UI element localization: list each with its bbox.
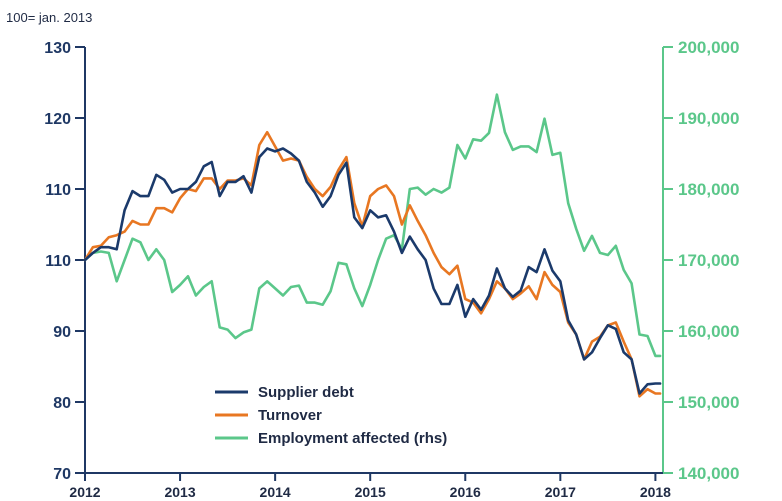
x-tick-label: 2014 — [260, 484, 291, 500]
left-tick-label: 130 — [44, 40, 71, 57]
legend-label: Turnover — [258, 407, 322, 424]
x-tick-label: 2012 — [69, 484, 100, 500]
unit-note: 100= jan. 2013 — [6, 10, 92, 25]
x-tick-label: 2015 — [355, 484, 386, 500]
series-line-turnover — [83, 130, 662, 398]
series-line-supplier-debt — [83, 147, 662, 395]
left-tick-label: 80 — [53, 395, 71, 412]
right-tick-label: 200,000 — [678, 38, 739, 57]
legend: Supplier debt Turnover Employment affected… — [215, 384, 447, 447]
left-tick-label: 90 — [53, 324, 71, 341]
x-tick-label: 2013 — [164, 484, 195, 500]
axes: 70 80 90 110 110 120 130 140,000 150,000 160,000 1… — [44, 38, 739, 500]
x-tick-label: 2018 — [640, 484, 671, 500]
right-tick-label: 180,000 — [678, 180, 739, 199]
left-tick-label: 70 — [53, 466, 71, 483]
right-tick-label: 160,000 — [678, 322, 739, 341]
x-tick-label: 2017 — [545, 484, 576, 500]
series-line-employment-affected-rhs — [83, 93, 662, 358]
legend-label: Employment affected (rhs) — [258, 430, 447, 447]
plot-area — [83, 93, 662, 398]
left-tick-label: 110 — [45, 182, 71, 199]
left-tick-label: 120 — [44, 111, 71, 128]
right-tick-label: 140,000 — [678, 464, 739, 483]
legend-label: Supplier debt — [258, 384, 354, 401]
right-tick-label: 150,000 — [678, 393, 739, 412]
left-tick-label: 110 — [45, 253, 71, 270]
right-tick-label: 170,000 — [678, 251, 739, 270]
x-tick-label: 2016 — [450, 484, 481, 500]
right-tick-label: 190,000 — [678, 109, 739, 128]
